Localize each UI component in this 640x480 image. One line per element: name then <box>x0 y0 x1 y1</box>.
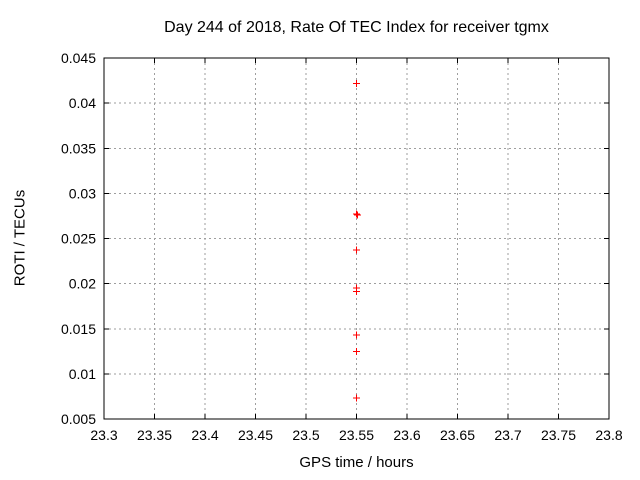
x-axis-label: GPS time / hours <box>299 454 414 471</box>
x-tick-label: 23.35 <box>137 427 172 443</box>
x-tick-label: 23.75 <box>541 427 576 443</box>
y-tick-label: 0.035 <box>61 140 96 156</box>
y-tick-label: 0.04 <box>69 95 96 111</box>
y-tick-label: 0.03 <box>69 185 96 201</box>
x-tick-label: 23.3 <box>90 427 117 443</box>
y-tick-label: 0.005 <box>61 411 96 427</box>
x-tick-label: 23.6 <box>393 427 420 443</box>
x-tick-label: 23.65 <box>440 427 475 443</box>
x-tick-label: 23.4 <box>191 427 218 443</box>
y-tick-label: 0.01 <box>69 366 96 382</box>
chart-title: Day 244 of 2018, Rate Of TEC Index for r… <box>164 19 549 36</box>
x-tick-label: 23.5 <box>292 427 319 443</box>
y-tick-label: 0.025 <box>61 231 96 247</box>
x-tick-label: 23.8 <box>595 427 622 443</box>
x-tick-label: 23.45 <box>238 427 273 443</box>
y-tick-label: 0.045 <box>61 50 96 66</box>
x-tick-label: 23.55 <box>339 427 374 443</box>
y-tick-label: 0.02 <box>69 276 96 292</box>
x-tick-label: 23.7 <box>494 427 521 443</box>
y-tick-label: 0.015 <box>61 321 96 337</box>
